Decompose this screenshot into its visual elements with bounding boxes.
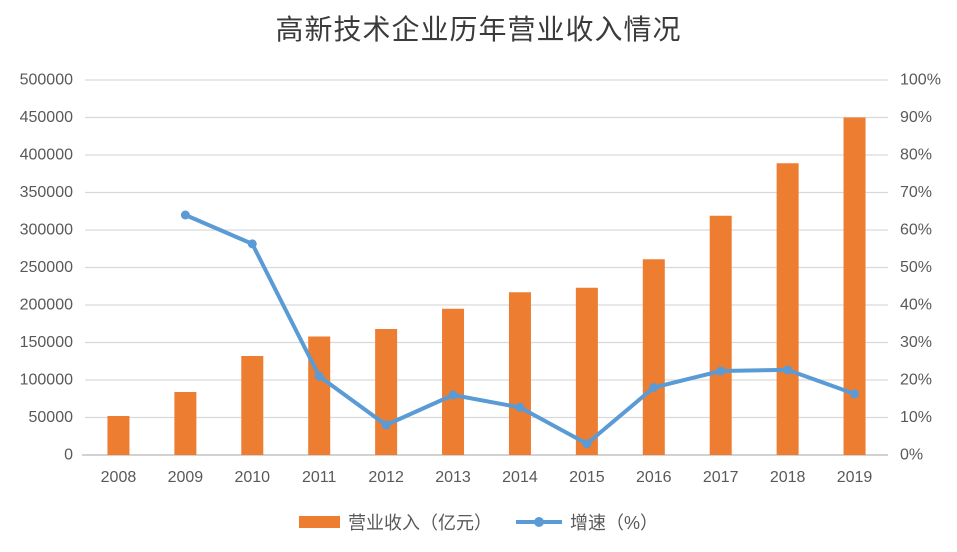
svg-text:450000: 450000: [20, 109, 73, 126]
svg-text:400000: 400000: [20, 147, 73, 164]
svg-text:50000: 50000: [29, 409, 74, 426]
svg-text:200000: 200000: [20, 297, 73, 314]
svg-text:2010: 2010: [234, 469, 270, 486]
svg-text:2009: 2009: [168, 469, 204, 486]
svg-text:2014: 2014: [502, 469, 538, 486]
legend-label-revenue: 营业收入（亿元）: [347, 513, 492, 533]
svg-text:30%: 30%: [900, 334, 932, 351]
svg-text:10%: 10%: [900, 409, 932, 426]
chart-title: 高新技术企业历年营业收入情况: [275, 15, 682, 46]
svg-text:20%: 20%: [900, 372, 932, 389]
svg-text:150000: 150000: [20, 334, 73, 351]
svg-text:250000: 250000: [20, 259, 73, 276]
svg-text:300000: 300000: [20, 222, 73, 239]
svg-text:0: 0: [64, 447, 73, 464]
svg-text:2015: 2015: [569, 469, 605, 486]
line-dot-swatch-icon: [515, 517, 562, 527]
svg-text:500000: 500000: [20, 72, 73, 89]
svg-text:2019: 2019: [837, 469, 873, 486]
svg-text:2011: 2011: [302, 469, 337, 486]
legend-item-growth: 增速（%）: [515, 509, 658, 535]
line-marker-dot-icon: [533, 517, 544, 527]
svg-text:50%: 50%: [900, 259, 932, 276]
svg-text:350000: 350000: [20, 184, 73, 201]
svg-text:60%: 60%: [900, 222, 932, 239]
svg-text:0%: 0%: [900, 447, 923, 464]
svg-text:90%: 90%: [900, 109, 932, 126]
svg-text:80%: 80%: [900, 147, 932, 164]
svg-text:2018: 2018: [770, 469, 806, 486]
legend: 营业收入（亿元） 增速（%）: [0, 508, 957, 536]
bar-swatch-icon: [298, 516, 340, 528]
svg-text:2017: 2017: [703, 469, 739, 486]
svg-text:40%: 40%: [900, 297, 932, 314]
svg-text:70%: 70%: [900, 184, 932, 201]
svg-text:2012: 2012: [368, 469, 404, 486]
legend-label-growth: 增速（%）: [569, 513, 658, 533]
legend-item-revenue: 营业收入（亿元）: [298, 509, 492, 535]
svg-text:100%: 100%: [900, 72, 941, 89]
svg-text:2013: 2013: [435, 469, 471, 486]
svg-text:2016: 2016: [636, 469, 672, 486]
svg-text:2008: 2008: [101, 469, 137, 486]
svg-text:100000: 100000: [20, 372, 73, 389]
